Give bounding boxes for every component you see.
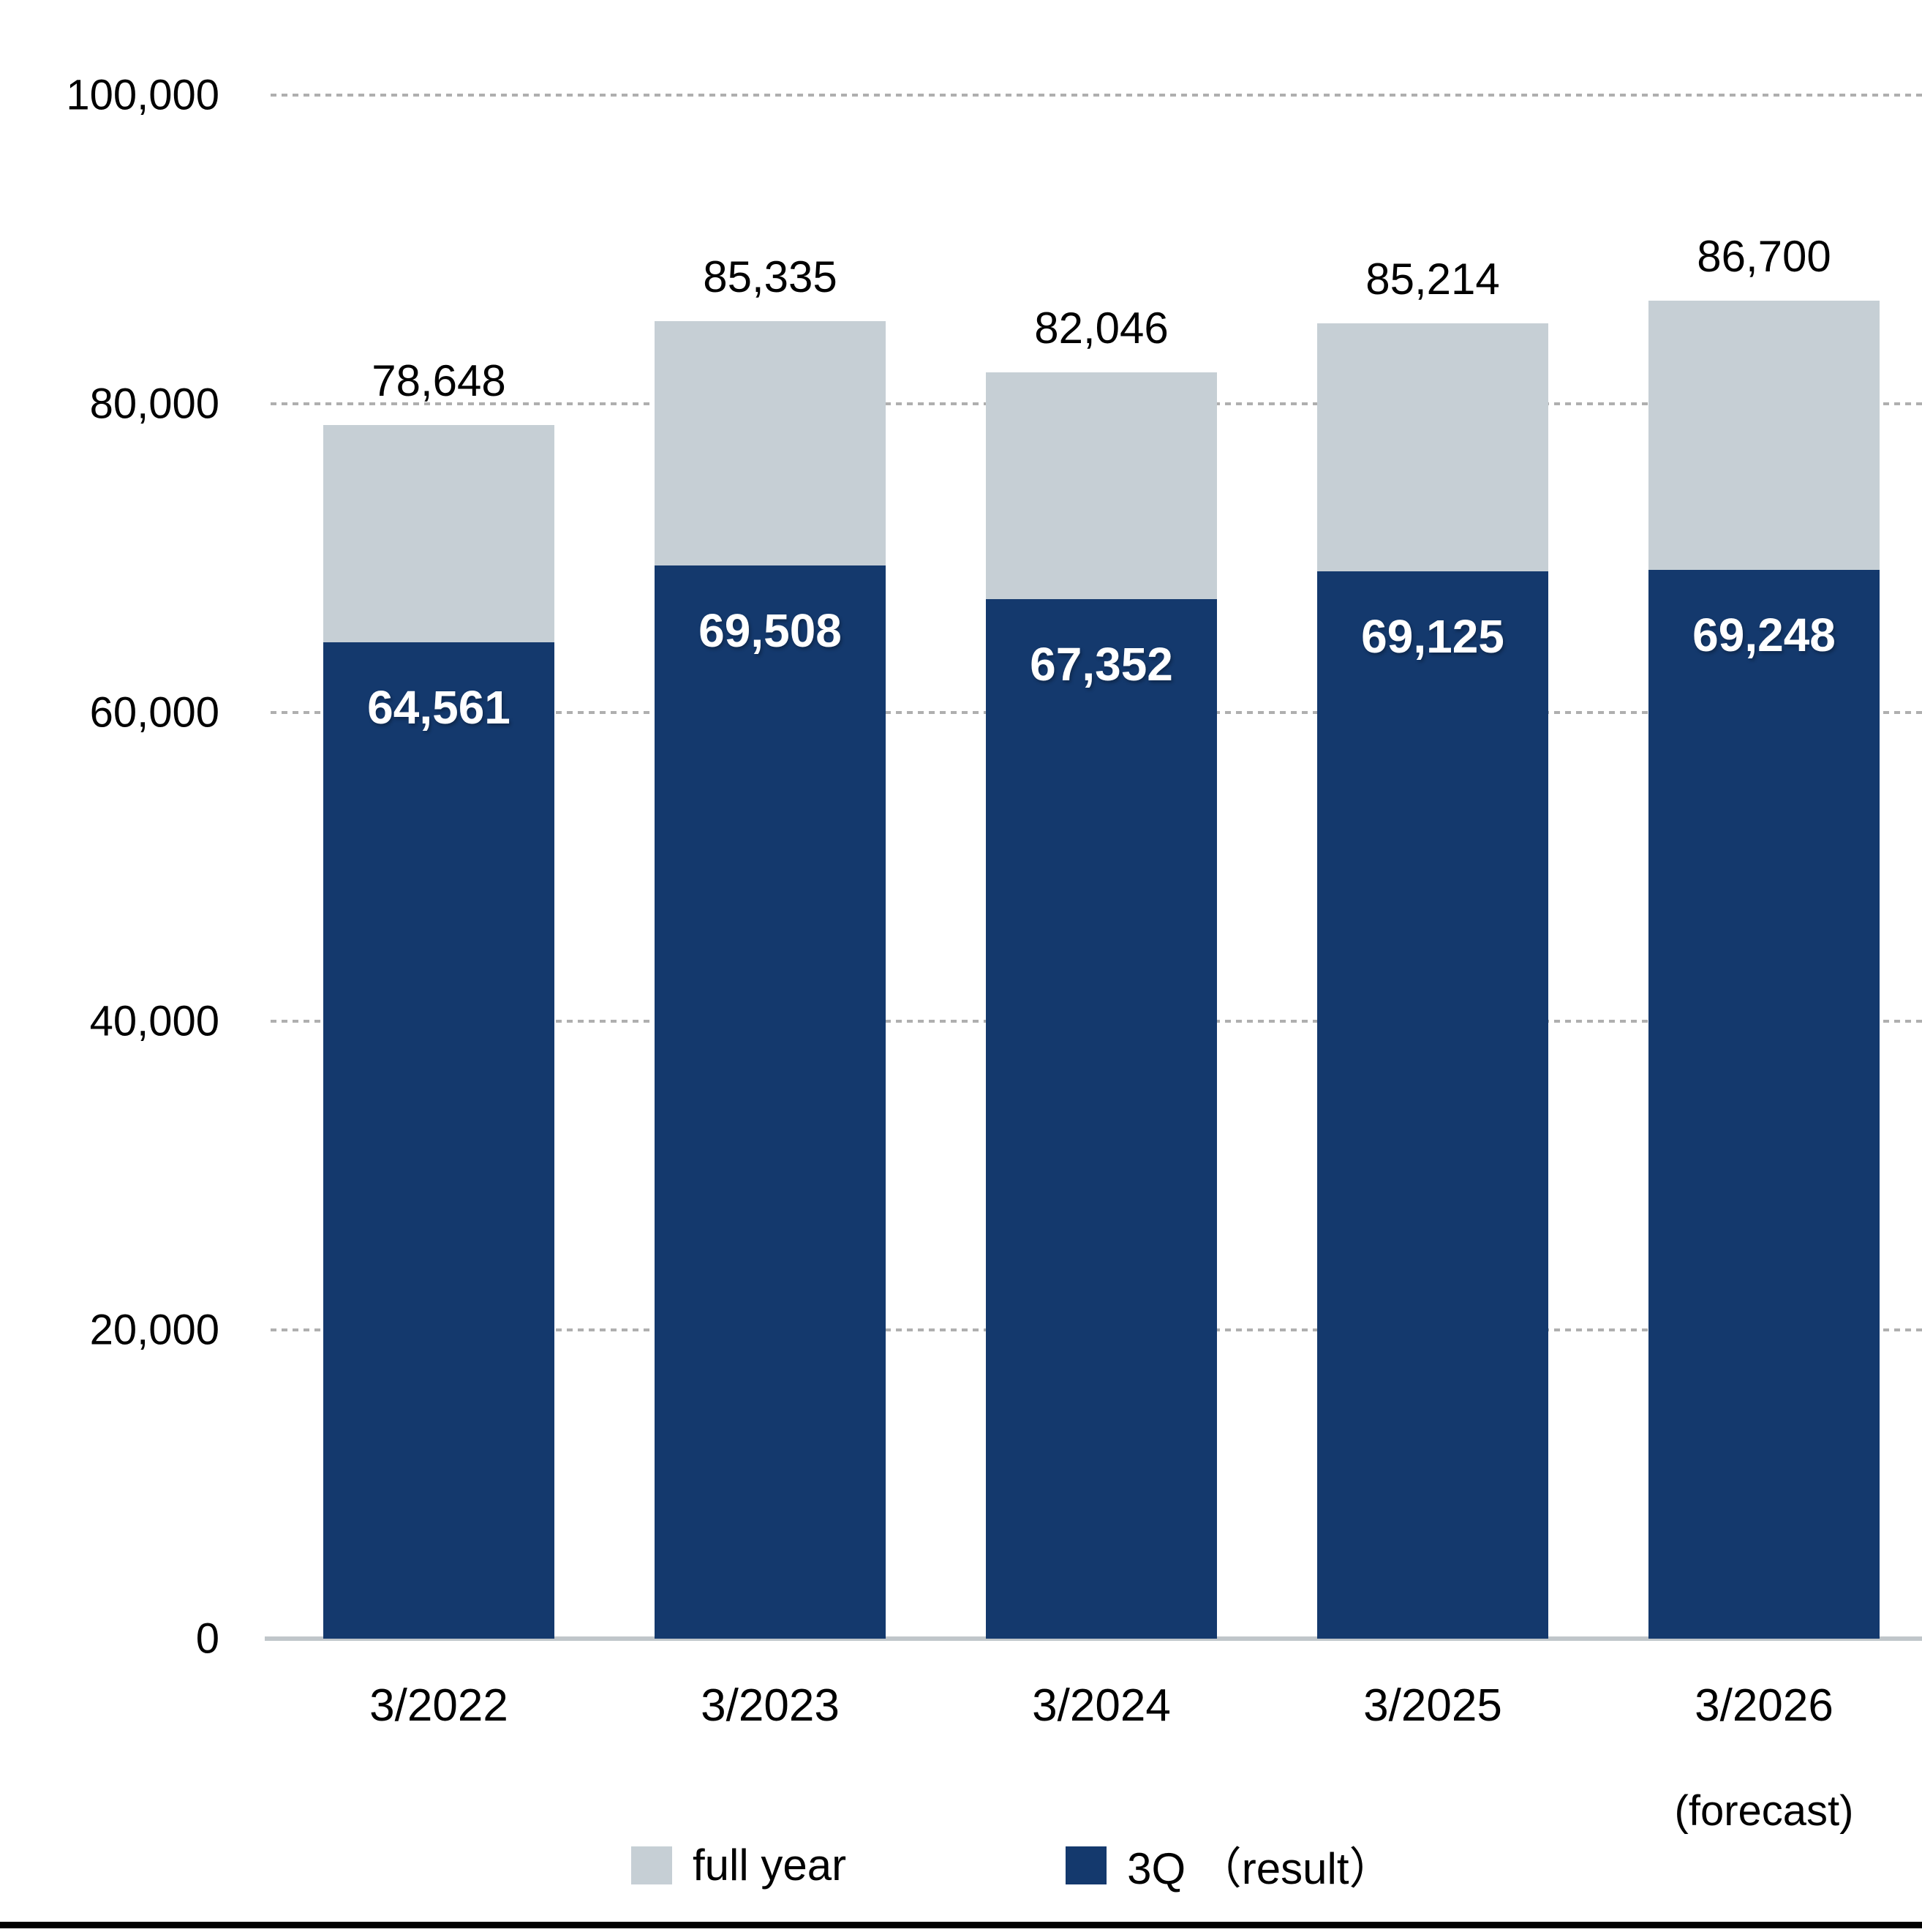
y-tick-label-100000: 100,000 xyxy=(66,71,219,119)
q3-value-label: 64,561 xyxy=(367,680,510,734)
legend-swatch-full-year xyxy=(631,1846,672,1884)
bottom-divider xyxy=(0,1922,1922,1928)
x-sublabel-forecast: (forecast) xyxy=(1674,1787,1854,1835)
x-label-3-2026: 3/2026 xyxy=(1695,1680,1834,1731)
legend-swatch-3q-result xyxy=(1066,1846,1107,1884)
bar-3-2023: 85,335 69,508 xyxy=(655,95,886,1639)
legend-item-full-year: full year xyxy=(631,1840,846,1890)
x-label-3-2023: 3/2023 xyxy=(701,1680,840,1731)
y-tick-label-60000: 60,000 xyxy=(89,688,219,737)
x-axis-line xyxy=(265,1636,1922,1641)
full-year-value-label: 85,335 xyxy=(703,252,837,302)
full-year-value-label: 85,214 xyxy=(1365,255,1500,304)
q3-segment xyxy=(655,565,886,1639)
y-tick-label-20000: 20,000 xyxy=(89,1306,219,1354)
q3-value-label: 69,125 xyxy=(1361,610,1504,664)
legend-label-full-year: full year xyxy=(693,1841,847,1890)
y-tick-label-0: 0 xyxy=(195,1615,219,1663)
q3-segment xyxy=(323,642,554,1639)
legend-item-3q-result: 3Q （result） xyxy=(1066,1833,1393,1897)
bar-3-2024: 82,046 67,352 xyxy=(986,95,1217,1639)
y-tick-label-80000: 80,000 xyxy=(89,380,219,428)
q3-segment xyxy=(986,598,1217,1639)
legend-label-3q-result: 3Q （result） xyxy=(1127,1844,1393,1893)
q3-segment xyxy=(1648,569,1880,1639)
full-year-value-label: 78,648 xyxy=(372,356,506,405)
x-axis-labels: 3/2022 3/2023 3/2024 3/2025 3/2026 xyxy=(271,1680,1922,1745)
legend: full year 3Q （result） xyxy=(631,1833,1393,1897)
x-label-3-2022: 3/2022 xyxy=(369,1680,508,1731)
full-year-value-label: 82,046 xyxy=(1034,303,1169,353)
gridline-100000 xyxy=(271,94,1922,97)
bar-3-2022: 78,648 64,561 xyxy=(323,95,554,1639)
bar-3-2025: 85,214 69,125 xyxy=(1317,95,1548,1639)
q3-segment xyxy=(1317,571,1548,1639)
q3-value-label: 67,352 xyxy=(1030,637,1173,691)
x-label-3-2025: 3/2025 xyxy=(1363,1680,1502,1731)
full-year-value-label: 86,700 xyxy=(1697,231,1831,281)
y-tick-label-40000: 40,000 xyxy=(89,997,219,1045)
plot-area: 78,648 64,561 85,335 69,508 82,046 67,352 85,2… xyxy=(265,94,1922,1641)
q3-value-label: 69,248 xyxy=(1692,608,1836,661)
bar-3-2026: 86,700 69,248 xyxy=(1648,95,1880,1639)
x-label-3-2024: 3/2024 xyxy=(1032,1680,1171,1731)
q3-value-label: 69,508 xyxy=(698,604,842,658)
y-axis: 100,000 80,000 60,000 40,000 20,000 0 xyxy=(0,72,219,1663)
